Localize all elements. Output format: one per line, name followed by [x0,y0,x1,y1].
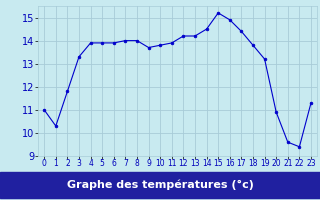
Text: Graphe des températures (°c): Graphe des températures (°c) [67,180,253,190]
